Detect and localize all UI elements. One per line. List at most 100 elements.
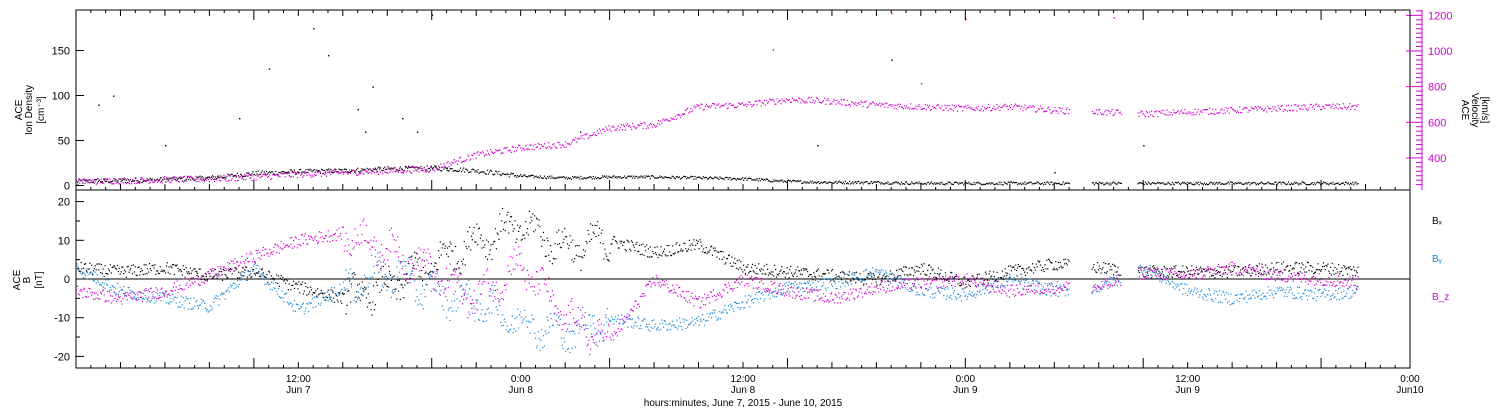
By-point: [291, 306, 293, 308]
Bx-point: [138, 266, 140, 268]
By-point: [803, 282, 805, 284]
Bx-point: [737, 268, 739, 270]
density-point: [632, 177, 634, 179]
Bx-point: [350, 283, 352, 285]
Bx-point: [118, 267, 120, 269]
Bx-point: [1252, 268, 1254, 270]
By-point: [647, 326, 649, 328]
By-point: [226, 290, 228, 292]
velocity-point: [638, 125, 640, 127]
density-point: [409, 166, 411, 168]
By-point: [77, 269, 79, 271]
Bx-point: [352, 276, 354, 278]
By-point: [1033, 289, 1035, 291]
density-point: [183, 180, 186, 182]
density-point: [564, 177, 566, 180]
Bx-point: [1106, 271, 1108, 273]
density-point: [478, 172, 480, 174]
density-point: [938, 182, 940, 184]
velocity-point: [637, 124, 639, 126]
By-point: [630, 326, 633, 328]
By-point: [755, 297, 757, 299]
Bx-point: [1248, 266, 1250, 269]
Bx-point: [1265, 274, 1268, 276]
velocity-point: [643, 121, 645, 123]
density-point: [503, 173, 505, 175]
density-point: [1261, 182, 1264, 184]
By-point: [425, 283, 427, 285]
velocity-point: [785, 98, 787, 100]
Bx-point: [277, 275, 280, 277]
By-point: [499, 299, 501, 301]
By-point: [106, 283, 108, 285]
Bx-point: [571, 259, 573, 261]
velocity-point: [77, 183, 79, 186]
By-point: [838, 281, 840, 283]
By-point: [594, 327, 596, 329]
Bx-point: [1332, 270, 1334, 272]
density-point: [830, 181, 832, 184]
By-point: [428, 275, 430, 277]
By-point: [896, 277, 898, 279]
Bx-point: [1036, 266, 1038, 268]
velocity-point: [202, 177, 204, 179]
density-point: [896, 182, 898, 184]
density-point: [929, 182, 932, 184]
density-point: [842, 181, 844, 183]
velocity-point: [160, 181, 162, 183]
velocity-point: [1093, 112, 1095, 114]
Bx-point: [671, 245, 674, 247]
velocity-point: [145, 180, 147, 182]
By-point: [282, 297, 284, 299]
Bx-point: [522, 234, 524, 236]
By-point: [236, 284, 238, 286]
velocity-point: [440, 163, 442, 165]
velocity-point: [938, 104, 940, 106]
velocity-point: [656, 125, 658, 127]
By-point: [751, 300, 753, 302]
Bx-point: [372, 301, 374, 303]
Bx-point: [727, 255, 730, 257]
By-point: [668, 323, 670, 326]
Bx-point: [846, 278, 848, 280]
Bx-point: [234, 267, 236, 269]
velocity-point: [640, 122, 642, 124]
Bx-point: [1107, 263, 1109, 265]
density-point: [1107, 182, 1109, 185]
Bx-point: [1190, 274, 1192, 276]
density-outlier-point: [239, 118, 241, 120]
density-point: [1003, 181, 1005, 183]
velocity-point: [283, 173, 285, 175]
Bx-point: [756, 267, 758, 269]
Bx-point: [119, 273, 121, 275]
By-point: [229, 284, 232, 286]
By-point: [306, 303, 308, 305]
density-point: [460, 171, 463, 173]
density-point: [311, 171, 313, 173]
density-point: [797, 180, 799, 182]
By-point: [738, 302, 740, 304]
By-point: [740, 307, 742, 309]
By-point: [304, 310, 306, 312]
velocity-point: [586, 133, 588, 135]
density-point: [359, 171, 361, 173]
velocity-point: [1145, 110, 1147, 113]
By-point: [741, 301, 743, 303]
density-point: [566, 178, 568, 180]
By-point: [530, 321, 532, 323]
Bx-point: [988, 273, 990, 275]
Bx-point: [136, 274, 138, 277]
density-point: [317, 170, 319, 172]
Bx-point: [455, 268, 457, 270]
density-point: [170, 178, 172, 180]
Bx-point: [382, 265, 384, 268]
By-point: [277, 288, 280, 290]
Bx-point: [717, 251, 719, 253]
Bx-point: [1009, 265, 1011, 267]
By-point: [569, 351, 571, 354]
density-point: [1289, 184, 1292, 186]
By-point: [563, 337, 565, 339]
density-point: [1091, 182, 1093, 184]
By-point: [510, 324, 513, 326]
Bx-point: [1003, 275, 1005, 277]
